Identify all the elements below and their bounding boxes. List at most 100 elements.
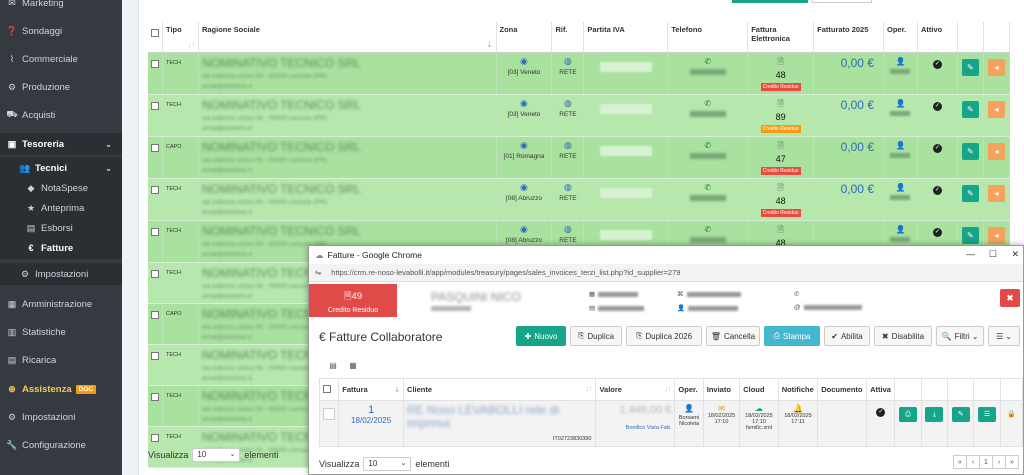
- nav-statistiche[interactable]: ▥ Statistiche: [0, 321, 122, 343]
- window-close-icon[interactable]: ✕: [1011, 249, 1019, 259]
- invoice-number[interactable]: 1: [368, 404, 375, 416]
- edit-button[interactable]: ✎: [961, 100, 979, 118]
- nav-impostazioni[interactable]: ⚙ Impostazioni: [0, 406, 122, 428]
- header-oper[interactable]: Oper.: [674, 378, 704, 401]
- nav-acquisti[interactable]: ⛟ Acquisti: [0, 104, 122, 126]
- company-name[interactable]: NOMINATIVO TECNICO SRL: [201, 223, 361, 238]
- row-checkbox[interactable]: [151, 59, 159, 68]
- row-select[interactable]: [148, 136, 163, 179]
- list-button[interactable]: ☰: [977, 407, 996, 422]
- edit-button[interactable]: ✎: [961, 226, 979, 244]
- nav-commerciale[interactable]: ⌇ Commerciale: [0, 48, 122, 70]
- row-checkbox[interactable]: [151, 392, 159, 401]
- header-telefono[interactable]: Telefono: [667, 22, 749, 53]
- minimize-icon[interactable]: —: [966, 249, 975, 259]
- top-button-outline[interactable]: [812, 0, 872, 3]
- header-ragione-sociale[interactable]: Ragione Sociale ⇣: [198, 22, 497, 53]
- document-icon[interactable]: 🗎: [777, 182, 784, 192]
- technician-row[interactable]: CAPO NOMINATIVO TECNICO SRL via indirizzo …: [148, 136, 1011, 179]
- document-icon[interactable]: 🗎: [777, 224, 784, 234]
- header-attivo[interactable]: Attivo: [917, 22, 958, 53]
- header-zona[interactable]: Zona: [496, 22, 553, 53]
- header-fattura-elettronica[interactable]: Fattura Elettronica: [747, 22, 815, 53]
- nav-ricarica[interactable]: ▤ Ricarica: [0, 349, 122, 371]
- address-bar[interactable]: ⇋ https://crm.re-noso-levabolli.it/app/m…: [309, 264, 1023, 282]
- phone-icon[interactable]: ✆: [704, 140, 712, 150]
- nav-configurazione[interactable]: 🔧 Configurazione: [0, 434, 122, 456]
- lock-icon[interactable]: 🔒: [1006, 411, 1016, 418]
- edit-button[interactable]: ✎: [951, 407, 970, 422]
- bg-page-size-select[interactable]: 10 ⌄: [192, 448, 241, 462]
- edit-button[interactable]: ✎: [961, 142, 979, 160]
- first-page-button[interactable]: «: [953, 455, 967, 469]
- row-checkbox[interactable]: [151, 227, 159, 236]
- cloud-file[interactable]: fsmi0c.xml: [745, 425, 772, 431]
- select-all-checkbox[interactable]: [151, 29, 159, 37]
- header-cloud[interactable]: Cloud: [739, 378, 779, 401]
- header-documento[interactable]: Documento: [817, 378, 868, 401]
- page-1-button[interactable]: 1: [979, 455, 993, 469]
- header-tipo[interactable]: Tipo ↓↑: [162, 22, 199, 53]
- row-checkbox[interactable]: [151, 101, 159, 110]
- header-rif[interactable]: Rif.: [551, 22, 585, 53]
- row-checkbox[interactable]: [151, 185, 159, 194]
- download-button[interactable]: ⤓: [925, 407, 944, 422]
- row-select[interactable]: [148, 178, 163, 221]
- nav-produzione[interactable]: ⚙ Produzione: [0, 76, 122, 98]
- header-oper[interactable]: Oper.: [883, 22, 918, 53]
- header-valore[interactable]: Valore ↓↑: [595, 378, 676, 401]
- cancella-button[interactable]: 🗑 Cancella: [706, 326, 760, 346]
- company-name[interactable]: NOMINATIVO TECNICO SRL: [201, 181, 361, 196]
- filtri-button[interactable]: 🔍 Filtri ⌄: [936, 326, 984, 346]
- header-fatturato[interactable]: Fatturato 2025: [813, 22, 884, 53]
- document-icon[interactable]: 🗎: [777, 140, 784, 150]
- row-select[interactable]: [148, 220, 163, 263]
- print-button[interactable]: ⎙: [898, 407, 917, 422]
- last-page-button[interactable]: »: [1005, 455, 1019, 469]
- edit-button[interactable]: ✎: [961, 58, 979, 76]
- row-select[interactable]: [148, 303, 163, 345]
- action-button[interactable]: ◂: [987, 58, 1005, 76]
- action-button[interactable]: ◂: [987, 142, 1005, 160]
- row-checkbox[interactable]: [151, 310, 159, 319]
- header-select[interactable]: [318, 378, 340, 401]
- phone-icon[interactable]: ✆: [704, 224, 712, 234]
- nav-sondaggi[interactable]: ❓ Sondaggi: [0, 20, 122, 42]
- action-button[interactable]: ◂: [987, 226, 1005, 244]
- nav-marketing[interactable]: ✉ Marketing: [0, 0, 122, 14]
- phone-icon[interactable]: ✆: [704, 98, 712, 108]
- nav-fatture[interactable]: € Fatture: [0, 237, 122, 259]
- technician-row[interactable]: TECH NOMINATIVO TECNICO SRL via indirizzo …: [148, 178, 1011, 221]
- header-notifiche[interactable]: Notifiche: [777, 378, 819, 401]
- abilita-button[interactable]: ✔ Abilita: [824, 326, 870, 346]
- document-icon[interactable]: 🗎: [777, 56, 784, 66]
- header-partita-iva[interactable]: Partita IVA: [583, 22, 669, 53]
- company-name[interactable]: NOMINATIVO TECNICO SRL: [201, 139, 361, 154]
- header-attiva[interactable]: Attiva: [866, 378, 896, 401]
- row-checkbox[interactable]: [151, 433, 159, 442]
- stampa-button[interactable]: ⎙ Stampa: [764, 326, 820, 346]
- nav-impostazioni-tesoreria[interactable]: ⚙ Impostazioni: [0, 263, 122, 285]
- menu-button[interactable]: ☰ ⌄: [988, 326, 1020, 346]
- row-select[interactable]: [148, 94, 163, 137]
- row-checkbox[interactable]: [151, 269, 159, 278]
- top-button[interactable]: [732, 0, 808, 3]
- select-all-checkbox[interactable]: [323, 384, 331, 393]
- technician-row[interactable]: TECH NOMINATIVO TECNICO SRL via indirizzo …: [148, 94, 1011, 137]
- header-cliente[interactable]: Cliente ↓↑: [403, 378, 597, 401]
- grid-view-icon[interactable]: ▦: [349, 361, 357, 370]
- company-name[interactable]: NOMINATIVO TECNICO SRL: [201, 97, 361, 112]
- header-fattura[interactable]: Fattura ⇣: [338, 378, 405, 401]
- action-button[interactable]: ◂: [987, 184, 1005, 202]
- nav-assistenza[interactable]: ⊕ Assistenza DOC: [0, 378, 122, 400]
- nav-anteprima[interactable]: ★ Anteprima: [0, 197, 122, 219]
- edit-button[interactable]: ✎: [961, 184, 979, 202]
- nav-tecnici[interactable]: 👥 Tecnici ⌄: [0, 157, 122, 179]
- row-select[interactable]: [148, 52, 163, 95]
- next-page-button[interactable]: ›: [992, 455, 1006, 469]
- document-icon[interactable]: 🗎: [777, 98, 784, 108]
- close-panel-button[interactable]: ✖: [1000, 289, 1020, 307]
- popup-page-size-select[interactable]: 10 ⌄: [363, 457, 412, 471]
- row-select[interactable]: [318, 400, 340, 447]
- nuovo-button[interactable]: ✚ Nuovo: [516, 326, 566, 346]
